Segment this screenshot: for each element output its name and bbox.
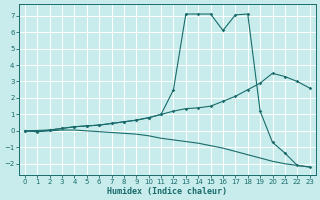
X-axis label: Humidex (Indice chaleur): Humidex (Indice chaleur) — [107, 187, 227, 196]
